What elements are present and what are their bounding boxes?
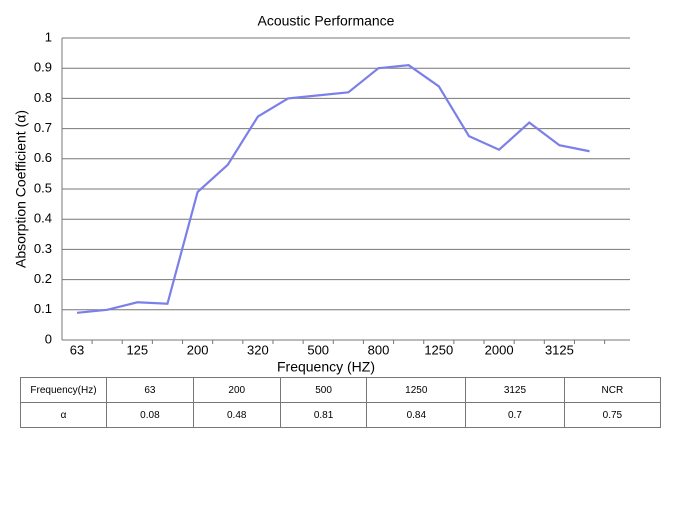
table-row: Frequency(Hz) 63 200 500 1250 3125 NCR <box>20 377 662 403</box>
x-tick-label: 63 <box>70 342 84 357</box>
table-cell: 200 <box>192 377 281 403</box>
y-tick-label: 1 <box>45 29 52 44</box>
y-tick-label: 0.7 <box>34 120 52 135</box>
y-tick-label: 0.4 <box>34 211 52 226</box>
table-cell: 1250 <box>366 377 467 403</box>
x-tick-label: 2000 <box>485 342 514 357</box>
table-cell: NCR <box>563 377 662 403</box>
x-tick-label: 1250 <box>424 342 453 357</box>
data-line <box>76 64 590 314</box>
table-cell: 500 <box>279 377 368 403</box>
table-cell: α <box>20 402 107 428</box>
y-tick-label: 0.8 <box>34 90 52 105</box>
table-cell: 63 <box>106 377 194 403</box>
table-cell: Frequency(Hz) <box>20 377 107 403</box>
y-tick-label: 0 <box>45 331 52 346</box>
x-tick-label: 3125 <box>545 342 574 357</box>
x-tick-label: 800 <box>368 342 390 357</box>
x-tick-label: 500 <box>307 342 329 357</box>
table-cell: 0.84 <box>366 402 467 428</box>
y-tick-label: 0.6 <box>34 150 52 165</box>
y-tick-label: 0.5 <box>34 180 52 195</box>
table-cell: 3125 <box>465 377 565 403</box>
data-table: Frequency(Hz) 63 200 500 1250 3125 NCR α 0.08 0.4… <box>20 377 662 428</box>
y-axis-label: Absorption Coefficient (α) <box>13 110 29 268</box>
table-row: α 0.08 0.48 0.81 0.84 0.7 0.75 <box>20 402 662 428</box>
y-tick-label: 0.2 <box>34 271 52 286</box>
y-tick-label: 0.9 <box>34 60 52 75</box>
x-tick-label: 200 <box>187 342 209 357</box>
chart-title: Acoustic Performance <box>258 13 395 29</box>
table-cell: 0.81 <box>279 402 368 428</box>
table-cell: 0.48 <box>192 402 281 428</box>
chart: Acoustic Performance Frequency (HZ) Abso… <box>13 13 630 375</box>
y-tick-label: 0.3 <box>34 241 52 256</box>
table-cell: 0.75 <box>563 402 662 428</box>
x-tick-label: 125 <box>126 342 148 357</box>
y-tick-label: 0.1 <box>34 301 52 316</box>
x-axis-label: Frequency (HZ) <box>277 359 375 375</box>
table-cell: 0.7 <box>465 402 565 428</box>
x-tick-label: 320 <box>247 342 269 357</box>
table-cell: 0.08 <box>106 402 194 428</box>
